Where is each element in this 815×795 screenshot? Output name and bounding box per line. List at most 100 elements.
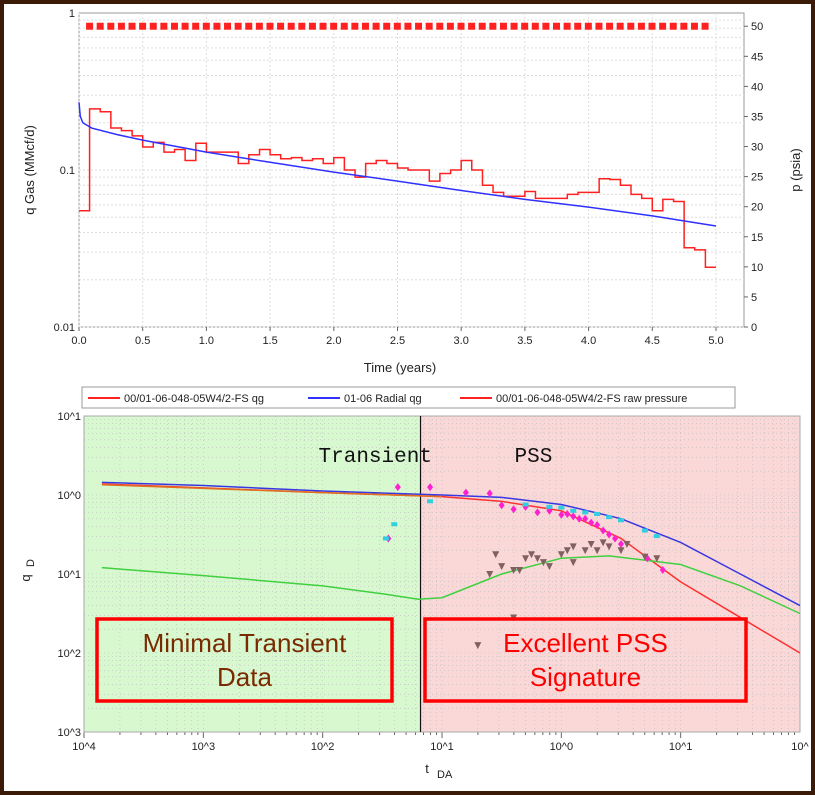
- pressure-marker: [563, 22, 571, 30]
- x-tick-label: 4.0: [581, 335, 596, 347]
- legend-label: 01-06 Radial qg: [344, 393, 422, 405]
- square-point: [582, 510, 589, 515]
- diamond-point: [558, 510, 565, 519]
- pressure-marker: [340, 22, 348, 30]
- y2-tick-label: 25: [751, 172, 763, 184]
- triangle-point: [557, 551, 565, 559]
- square-point: [558, 505, 565, 510]
- triangle-point: [510, 567, 518, 575]
- y-tick-label: 1: [69, 8, 75, 20]
- square-point: [570, 508, 577, 513]
- pressure-marker: [404, 22, 412, 30]
- plot-border: [83, 415, 801, 733]
- pressure-marker: [457, 22, 465, 30]
- pressure-marker: [531, 22, 539, 30]
- pressure-marker: [245, 22, 253, 30]
- pressure-marker: [266, 22, 274, 30]
- triangle-point: [474, 642, 482, 650]
- rate-time-chart: 0.0 0.5 1.0 1.5 2.0 2.5 3.0 3.5 4.0 4.5 5.0 1 0.1 0.0…: [22, 8, 803, 375]
- y2-tick-label: 50: [751, 21, 763, 33]
- diamond-point: [486, 489, 493, 498]
- triangle-point: [569, 559, 577, 567]
- x-tick-label: 4.5: [645, 335, 660, 347]
- x-tick-label: 10^1: [669, 741, 693, 753]
- square-point: [546, 504, 553, 509]
- pressure-marker: [499, 22, 507, 30]
- pressure-marker: [680, 22, 688, 30]
- y2-tick-label: 45: [751, 51, 763, 63]
- pressure-marker: [361, 22, 369, 30]
- y-tick-label: 0.01: [54, 322, 75, 334]
- triangle-point: [605, 543, 613, 551]
- radial-qg-series: [78, 102, 717, 227]
- x-tick-label: 10^0: [550, 741, 574, 753]
- annotation-text: Data: [217, 662, 272, 692]
- pressure-marker: [701, 22, 709, 30]
- annotation-text: Signature: [530, 662, 641, 692]
- y-tick-label: 10^3: [57, 727, 81, 739]
- pressure-marker: [128, 22, 136, 30]
- y-tick-label: 10^1: [57, 411, 81, 423]
- diamond-point: [600, 526, 607, 535]
- y-axis-label-subscript: D: [25, 559, 37, 567]
- x-tick-label: 10^3: [192, 741, 216, 753]
- x-tick-label: 1.5: [262, 335, 277, 347]
- y2-tick-label: 30: [751, 142, 763, 154]
- pressure-marker: [149, 22, 157, 30]
- x-tick-label: 10^1: [430, 741, 454, 753]
- pressure-marker: [595, 22, 603, 30]
- qg-step-series: [79, 108, 716, 269]
- pressure-marker: [383, 22, 391, 30]
- annotation-text: Excellent PSS: [503, 628, 668, 658]
- annotation-text: Minimal Transient: [143, 628, 348, 658]
- x-tick-label: 3.0: [454, 335, 469, 347]
- square-point: [427, 499, 434, 504]
- triangle-point: [569, 543, 577, 551]
- pressure-marker: [542, 22, 550, 30]
- pressure-marker: [393, 22, 401, 30]
- pressure-marker: [436, 22, 444, 30]
- diamond-point: [570, 512, 577, 521]
- triangle-point: [486, 571, 494, 578]
- triangle-point: [653, 555, 661, 563]
- diamond-point: [427, 483, 434, 492]
- pressure-marker: [574, 22, 582, 30]
- y-tick-label: 0.1: [60, 165, 75, 177]
- triangle-point: [492, 551, 500, 559]
- diamond-point: [612, 534, 619, 543]
- square-point: [382, 536, 389, 541]
- pressure-marker: [298, 22, 306, 30]
- diamond-point: [618, 539, 624, 548]
- legend-label: 00/01-06-048-05W4/2-FS raw pressure: [496, 393, 687, 405]
- triangle-point: [498, 563, 506, 571]
- diamond-point: [498, 501, 505, 510]
- pressure-marker: [553, 22, 561, 30]
- pressure-marker: [319, 22, 327, 30]
- pressure-marker: [308, 22, 316, 30]
- diamond-point: [659, 566, 666, 575]
- y2-tick-label: 10: [751, 262, 763, 274]
- pressure-marker: [117, 22, 125, 30]
- legend: 00/01-06-048-05W4/2-FS qg 01-06 Radial qg…: [81, 386, 736, 409]
- pressure-marker: [606, 22, 614, 30]
- y-tick-label: 10^2: [57, 648, 81, 660]
- pressure-marker: [192, 22, 200, 30]
- pressure-marker: [277, 22, 285, 30]
- y-axis-label: q Gas (MMcf/d): [22, 125, 37, 215]
- x-tick-label: 2.5: [390, 335, 405, 347]
- square-point: [594, 511, 601, 516]
- y-axis-label: q: [18, 574, 33, 581]
- triangle-point: [641, 553, 649, 561]
- triangle-point: [522, 555, 530, 563]
- y2-axis-label: p (psia): [788, 148, 803, 191]
- x-axis-label: t: [425, 761, 429, 776]
- blue-type-curve: [101, 481, 801, 607]
- pressure-marker: [96, 22, 104, 30]
- pressure-marker: [181, 22, 189, 30]
- pressure-marker: [372, 22, 380, 30]
- square-point: [641, 528, 648, 533]
- x-tick-label: 0.5: [135, 335, 150, 347]
- pressure-marker: [86, 22, 94, 30]
- transient-label: Transient: [319, 446, 432, 469]
